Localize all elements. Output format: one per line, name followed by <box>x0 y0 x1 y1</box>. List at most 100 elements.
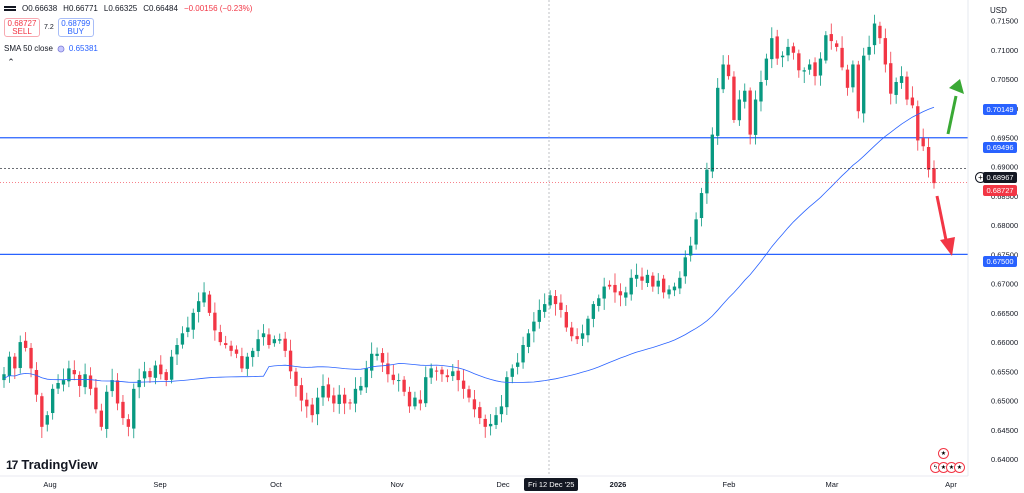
flag-au-icon[interactable]: ★ <box>938 448 949 459</box>
y-tick-label: 0.64000 <box>991 455 1018 464</box>
candle-body <box>342 394 347 404</box>
candle-body <box>672 286 677 291</box>
open-label: O <box>22 4 29 13</box>
candle-body <box>369 353 374 371</box>
collapse-legend-button[interactable]: ⌃ <box>4 56 18 68</box>
spread-value: 7.2 <box>44 24 54 31</box>
buy-button[interactable]: 0.68799 BUY <box>57 18 94 37</box>
candle-body <box>186 327 190 332</box>
close-value: 0.66484 <box>149 4 178 13</box>
x-tick-label: Feb <box>723 480 736 489</box>
candle-body <box>326 384 331 398</box>
low-value: 0.66325 <box>108 4 138 13</box>
candle-body <box>721 64 725 90</box>
candle-body <box>916 106 920 141</box>
candle-body <box>29 347 33 369</box>
economic-events: ★ ϟ ★ ★ ★ <box>930 448 966 476</box>
y-tick-label: 0.71000 <box>991 46 1018 55</box>
sma-line <box>3 106 935 383</box>
candle-body <box>867 46 871 55</box>
candle-body <box>651 275 655 287</box>
candle-body <box>434 370 439 372</box>
candle-body <box>634 274 639 279</box>
candle-body <box>429 368 433 378</box>
flag-us-icon[interactable]: ★ <box>954 462 965 473</box>
candle-body <box>256 339 260 352</box>
candle-body <box>315 397 320 415</box>
tradingview-icon: 17 <box>6 457 18 472</box>
candle-body <box>834 43 839 47</box>
candle-body <box>894 81 898 95</box>
down-arrow-shaft <box>935 195 948 241</box>
candle-body <box>224 343 228 346</box>
candle-body <box>56 383 60 389</box>
candle-body <box>310 404 314 416</box>
candle-body <box>732 76 736 120</box>
candle-body <box>23 340 28 348</box>
candle-body <box>305 399 309 407</box>
x-tick-label: Nov <box>390 480 404 489</box>
y-tick-label: 0.66000 <box>991 338 1018 347</box>
candle-body <box>78 374 82 386</box>
candle-body <box>272 339 277 344</box>
settings-icon[interactable] <box>57 45 65 53</box>
candle-body <box>840 47 844 68</box>
menu-icon[interactable] <box>4 5 16 13</box>
candle-body <box>105 391 109 429</box>
y-tick-label: 0.68500 <box>991 192 1018 201</box>
candle-body <box>18 342 22 368</box>
candle-body <box>353 388 358 404</box>
sma-legend[interactable]: SMA 50 close 0.65381 <box>4 44 98 53</box>
candle-body <box>645 274 650 283</box>
candle-body <box>299 385 304 401</box>
y-tick-label: 0.66500 <box>991 309 1018 318</box>
tradingview-logo[interactable]: 17 TradingView <box>6 457 98 472</box>
candle-body <box>61 380 66 385</box>
crosshair-date-label: Fri 12 Dec '25 <box>524 478 579 491</box>
candle-body <box>899 76 904 83</box>
candle-body <box>88 375 93 389</box>
candle-body <box>737 99 742 121</box>
candle-body <box>175 345 179 355</box>
buy-price: 0.68799 <box>61 19 91 28</box>
candle-body <box>510 368 514 377</box>
candle-body <box>251 350 255 358</box>
candle-body <box>391 374 395 381</box>
candle-body <box>505 377 509 408</box>
candle-body <box>640 276 644 281</box>
candle-body <box>321 385 325 398</box>
candle-body <box>543 304 547 312</box>
currency-label[interactable]: USD <box>990 6 1007 15</box>
candle-body <box>440 369 444 375</box>
candle-body <box>683 257 687 277</box>
candle-body <box>67 368 71 382</box>
buy-label: BUY <box>67 27 84 36</box>
candle-body <box>878 25 882 39</box>
candle-body <box>775 36 779 59</box>
candle-body <box>121 401 125 419</box>
candle-body <box>240 356 244 369</box>
y-tick-label: 0.65000 <box>991 397 1018 406</box>
candle-body <box>921 138 925 147</box>
ohlc-legend: O0.66638 H0.66771 L0.66325 C0.66484 −0.0… <box>4 4 252 13</box>
forecast-arrows <box>935 79 964 256</box>
candle-body <box>413 397 417 407</box>
candle-body <box>159 364 163 375</box>
candles <box>2 14 936 439</box>
candle-body <box>386 363 390 375</box>
candle-body <box>164 372 168 381</box>
candle-body <box>451 371 455 377</box>
candle-body <box>797 53 801 71</box>
candle-body <box>202 292 206 303</box>
candle-body <box>288 350 293 372</box>
x-tick-label: Sep <box>153 480 166 489</box>
sell-button[interactable]: 0.68727 SELL <box>4 18 40 37</box>
candle-body <box>845 69 850 88</box>
candle-body <box>283 338 287 351</box>
candle-body <box>926 147 931 170</box>
candle-body <box>494 415 498 425</box>
candle-body <box>661 278 666 293</box>
candle-body <box>753 99 758 135</box>
candle-body <box>624 292 628 298</box>
